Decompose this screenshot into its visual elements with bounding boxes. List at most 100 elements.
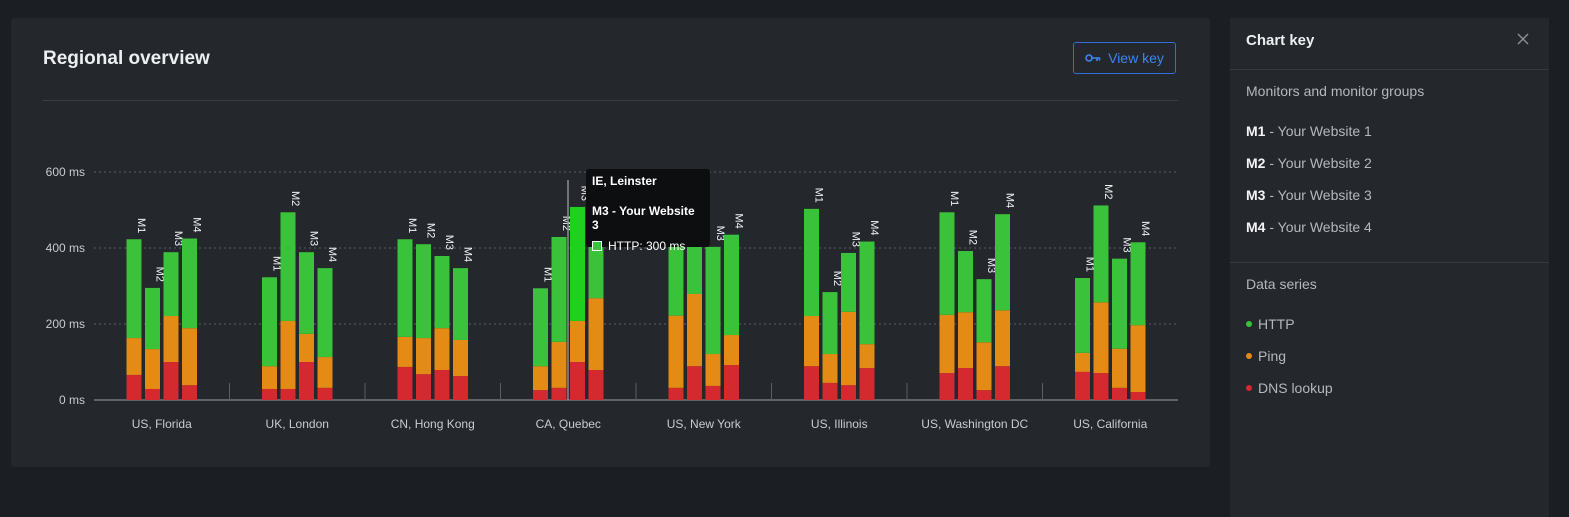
bar-monitor-label: M3 bbox=[308, 231, 320, 246]
view-key-label: View key bbox=[1108, 50, 1164, 66]
y-tick-label: 0 ms bbox=[59, 393, 85, 407]
bar-monitor-label: M4 bbox=[1139, 221, 1151, 236]
monitor-item: M3 - Your Website 3 bbox=[1246, 187, 1372, 203]
x-category-label: CA, Quebec bbox=[536, 417, 601, 431]
http-segment bbox=[434, 255, 450, 329]
ping-segment bbox=[280, 320, 296, 389]
http-segment bbox=[1130, 242, 1146, 326]
view-key-button[interactable]: View key bbox=[1073, 42, 1176, 74]
x-category-label: US, Florida bbox=[132, 417, 192, 431]
bar-monitor-label: M2 bbox=[560, 216, 572, 231]
series-item-dns: DNS lookup bbox=[1246, 380, 1333, 396]
x-category-label: US, Washington DC bbox=[921, 417, 1028, 431]
x-category-label: US, California bbox=[1073, 417, 1147, 431]
ping-segment bbox=[958, 312, 973, 369]
http-segment bbox=[995, 214, 1010, 311]
http-segment bbox=[859, 241, 875, 345]
panel-title: Regional overview bbox=[43, 48, 210, 69]
key-icon bbox=[1085, 50, 1101, 66]
ping-segment bbox=[1093, 302, 1109, 374]
dns-segment bbox=[804, 366, 819, 400]
dns-segment bbox=[588, 369, 604, 400]
dns-segment bbox=[397, 366, 413, 400]
dns-segment bbox=[1112, 387, 1127, 400]
http-segment bbox=[804, 208, 819, 317]
sidebar-title: Chart key bbox=[1246, 32, 1315, 49]
close-icon[interactable] bbox=[1514, 30, 1532, 48]
bar-monitor-label: M3 bbox=[172, 231, 184, 246]
bar-monitor-label: M3 bbox=[850, 232, 862, 247]
dns-segment bbox=[705, 385, 721, 400]
ping-segment bbox=[724, 335, 739, 366]
chart-tooltip: IE, Leinster M3 - Your Website 3 HTTP: 3… bbox=[586, 169, 710, 253]
ping-segment bbox=[416, 338, 431, 375]
bar-monitor-label: M4 bbox=[1004, 193, 1016, 208]
dot-icon bbox=[1246, 353, 1252, 359]
ping-segment bbox=[317, 357, 333, 388]
bar-monitor-label: M4 bbox=[462, 247, 474, 262]
dns-segment bbox=[859, 368, 875, 400]
bar-monitor-label: M2 bbox=[289, 191, 301, 206]
bar-monitor-label: M2 bbox=[154, 267, 166, 282]
dns-segment bbox=[668, 387, 684, 400]
http-segment bbox=[317, 268, 333, 358]
sidebar-divider bbox=[1230, 262, 1549, 263]
monitor-item: M4 - Your Website 4 bbox=[1246, 219, 1372, 235]
ping-segment bbox=[570, 320, 585, 362]
dns-segment bbox=[126, 374, 142, 400]
x-category-label: CN, Hong Kong bbox=[391, 417, 475, 431]
bar-monitor-label: M1 bbox=[1084, 257, 1096, 272]
y-tick-label: 200 ms bbox=[46, 317, 85, 331]
dns-segment bbox=[551, 387, 567, 400]
ping-segment bbox=[299, 333, 314, 362]
series-item-ping: Ping bbox=[1246, 348, 1286, 364]
http-segment bbox=[1075, 278, 1090, 353]
http-segment bbox=[182, 238, 197, 329]
bar-monitor-label: M2 bbox=[1102, 184, 1114, 199]
bar-monitor-label: M1 bbox=[948, 191, 960, 206]
bar-monitor-label: M2 bbox=[425, 223, 437, 238]
http-segment bbox=[126, 239, 142, 339]
http-segment bbox=[299, 252, 314, 334]
tooltip-region: IE, Leinster bbox=[592, 174, 657, 188]
dns-segment bbox=[976, 390, 992, 400]
http-segment bbox=[1093, 205, 1109, 303]
dns-segment bbox=[939, 373, 955, 400]
dns-segment bbox=[687, 366, 702, 400]
http-segment bbox=[724, 234, 739, 336]
http-segment bbox=[416, 244, 431, 339]
ping-segment bbox=[182, 328, 197, 386]
monitors-heading: Monitors and monitor groups bbox=[1246, 83, 1425, 99]
ping-segment bbox=[262, 366, 277, 389]
ping-segment bbox=[804, 316, 819, 367]
ping-segment bbox=[822, 354, 838, 383]
dns-segment bbox=[182, 385, 197, 400]
bar-monitor-label: M1 bbox=[271, 256, 283, 271]
ping-segment bbox=[453, 339, 468, 377]
series-item-http: HTTP bbox=[1246, 316, 1295, 332]
dns-segment bbox=[280, 388, 296, 400]
dns-segment bbox=[533, 390, 548, 400]
series-heading: Data series bbox=[1246, 276, 1317, 292]
ping-segment bbox=[397, 336, 413, 367]
ping-segment bbox=[145, 349, 160, 389]
bar-monitor-label: M3 bbox=[1121, 237, 1133, 252]
bar-monitor-label: M1 bbox=[542, 267, 554, 282]
bar-monitor-label: M1 bbox=[135, 218, 147, 233]
bar-monitor-label: M4 bbox=[733, 213, 745, 228]
x-category-label: US, Illinois bbox=[811, 417, 868, 431]
dns-segment bbox=[1130, 392, 1146, 400]
monitor-item: M1 - Your Website 1 bbox=[1246, 123, 1372, 139]
dns-segment bbox=[317, 387, 333, 400]
ping-segment bbox=[1130, 325, 1146, 393]
ping-segment bbox=[668, 315, 684, 388]
ping-segment bbox=[1075, 352, 1090, 372]
http-segment bbox=[397, 239, 413, 337]
dns-segment bbox=[958, 368, 973, 400]
ping-segment bbox=[551, 341, 567, 388]
ping-segment bbox=[705, 354, 721, 386]
http-segment bbox=[163, 252, 179, 317]
bar-monitor-label: M1 bbox=[813, 188, 825, 203]
dns-segment bbox=[1093, 373, 1109, 400]
bar-monitor-label: M3 bbox=[443, 235, 455, 250]
